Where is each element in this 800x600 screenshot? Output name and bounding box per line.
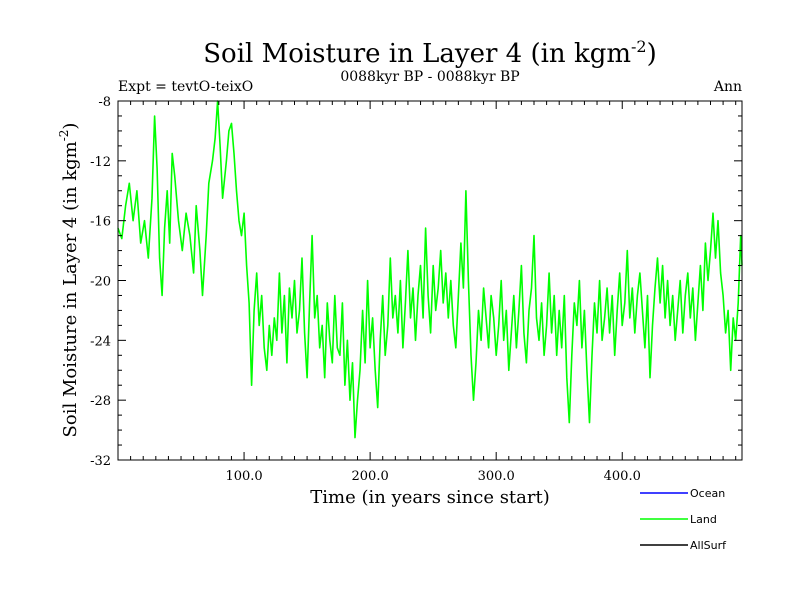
y-tick-label: -16 <box>90 215 111 230</box>
y-axis-label: Soil Moisture in Layer 4 (in kgm-2) <box>57 123 81 438</box>
chart-subtitle: 0088kyr BP - 0088kyr BP <box>340 69 519 85</box>
legend-label-allsurf: AllSurf <box>690 539 727 552</box>
experiment-label: Expt = tevtO-teixO <box>118 79 253 95</box>
plot-frame <box>117 100 743 461</box>
x-axis-label: Time (in years since start) <box>310 487 550 508</box>
season-label: Ann <box>713 79 742 95</box>
y-tick-label: -8 <box>98 95 111 110</box>
y-tick-label: -24 <box>90 334 111 349</box>
series-layer <box>117 100 743 439</box>
series-line-land <box>117 100 743 439</box>
legend: Ocean Land AllSurf <box>640 487 727 552</box>
x-tick-label: 100.0 <box>225 469 262 484</box>
y-tick-label: -28 <box>90 394 111 409</box>
chart-title: Soil Moisture in Layer 4 (in kgm-2) <box>203 37 657 69</box>
legend-label-ocean: Ocean <box>690 487 725 500</box>
axis-ticks: 100.0 200.0 300.0 400.0 -8 -12 -16 -20 -24 -28 -32 <box>90 95 742 484</box>
x-tick-label: 300.0 <box>478 469 515 484</box>
x-tick-label: 400.0 <box>604 469 641 484</box>
y-tick-label: -12 <box>90 155 111 170</box>
y-tick-label: -32 <box>90 454 111 469</box>
y-tick-label: -20 <box>90 275 111 290</box>
legend-label-land: Land <box>690 513 717 526</box>
x-tick-label: 200.0 <box>352 469 389 484</box>
